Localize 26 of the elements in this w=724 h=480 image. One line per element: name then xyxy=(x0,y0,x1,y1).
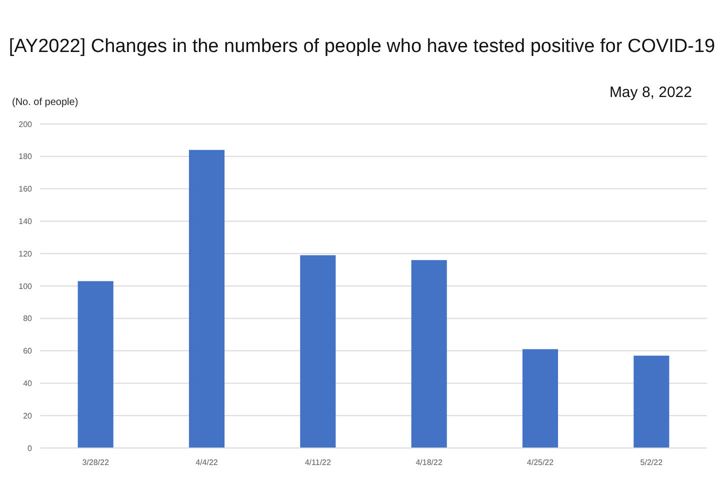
x-tick-label: 3/28/22 xyxy=(82,458,110,467)
y-tick-label: 20 xyxy=(23,411,33,420)
y-tick-label: 180 xyxy=(18,152,33,162)
bar xyxy=(300,255,336,448)
x-tick-label: 4/18/22 xyxy=(416,458,443,467)
bar xyxy=(78,281,114,448)
y-tick-label: 60 xyxy=(23,346,33,356)
bar xyxy=(188,150,225,448)
y-axis-title: (No. of people) xyxy=(12,97,78,108)
x-tick-label: 5/2/22 xyxy=(640,458,664,467)
y-tick-label: 80 xyxy=(23,314,33,324)
y-tick-label: 100 xyxy=(18,282,33,291)
y-tick-label: 140 xyxy=(18,217,33,226)
y-tick-label: 160 xyxy=(18,184,33,194)
y-tick-label: 120 xyxy=(18,249,33,258)
y-tick-label: 200 xyxy=(18,120,33,129)
y-tick-label: 40 xyxy=(23,379,33,388)
bar xyxy=(634,356,670,448)
chart-subtitle: May 8, 2022 xyxy=(609,84,692,101)
bar xyxy=(411,260,447,448)
bar xyxy=(522,349,558,448)
x-tick-label: 4/11/22 xyxy=(304,458,332,467)
x-tick-label: 4/25/22 xyxy=(526,458,554,467)
x-tick-label: 4/4/22 xyxy=(196,458,218,467)
y-tick-label: 0 xyxy=(28,444,33,453)
chart-title: [AY2022] Changes in the numbers of people who have tested positive for COVID-19 xyxy=(8,36,716,57)
